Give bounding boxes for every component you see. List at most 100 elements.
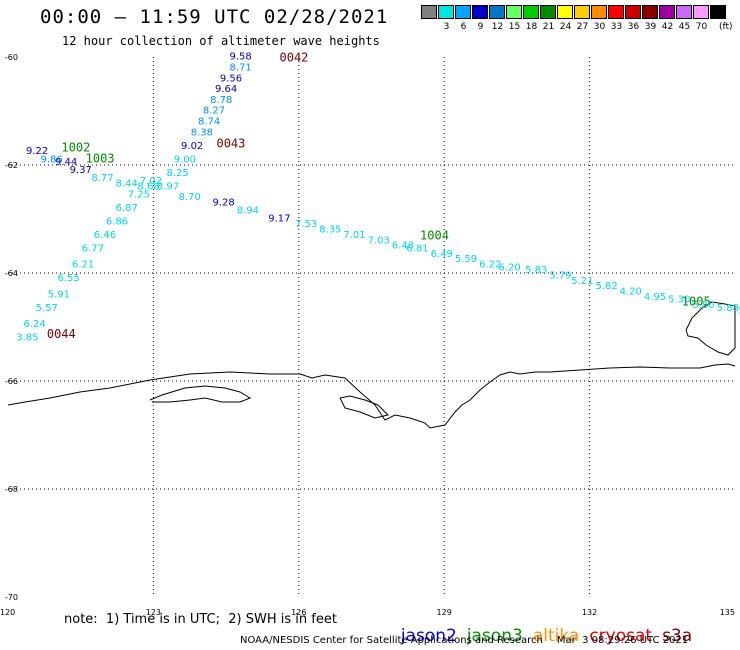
lon-tick-label: 132 — [582, 608, 597, 617]
wave-height-value: 8.94 — [237, 206, 259, 217]
scale-label: 33 — [610, 22, 623, 32]
map-grid — [8, 57, 735, 597]
chart-title: 00:00 – 11:59 UTC 02/28/2021 — [40, 6, 389, 28]
legend-jason2: jason2 — [400, 626, 457, 646]
wave-height-value: 6.20 — [498, 262, 520, 273]
pass-time-label: 0042 — [280, 50, 309, 64]
wave-height-value: 6.46 — [94, 230, 116, 241]
wave-height-value: 6.77 — [82, 243, 104, 254]
wave-height-value: 5.79 — [549, 270, 571, 281]
scale-swatch — [659, 5, 675, 19]
lon-tick-label: 120 — [0, 608, 15, 617]
legend-s3a: s3a — [662, 626, 693, 646]
scale-swatch — [472, 5, 488, 19]
wave-height-value: 6.86 — [106, 216, 128, 227]
wave-height-value: 7.25 — [128, 189, 150, 200]
wave-height-value: 5.30 — [668, 295, 690, 306]
wave-height-value: 8.44 — [116, 179, 138, 190]
lon-tick-label: 123 — [146, 608, 161, 617]
wave-height-value: 5.82 — [595, 281, 617, 292]
legend-cryosat: cryosat — [589, 626, 653, 646]
altimeter-tracks: 9.588.719.569.648.788.278.748.38 9.02 9.00… — [16, 50, 740, 343]
wave-height-value: 5.57 — [36, 303, 58, 314]
wave-height-value: 8.68 — [137, 181, 159, 192]
wave-height-value: 8.71 — [230, 63, 252, 74]
wave-height-value: 8.38 — [191, 127, 213, 138]
wave-height-value: 6.81 — [406, 243, 428, 254]
wave-height-value: 7.02 — [140, 176, 162, 187]
scale-label: 12 — [491, 22, 504, 32]
wave-height-value: 6.24 — [24, 319, 46, 330]
legend-jason3: jason3 — [466, 626, 523, 646]
wave-height-value: 4.95 — [644, 292, 666, 303]
wave-height-value: 5.88 — [717, 303, 739, 314]
wave-height-value: 9.28 — [213, 198, 235, 209]
scale-swatch — [591, 5, 607, 19]
wave-height-value: 9.44 — [55, 157, 77, 168]
scale-swatch — [625, 5, 641, 19]
scale-label: 70 — [695, 22, 708, 32]
chart-subtitle: 12 hour collection of altimeter wave hei… — [62, 34, 380, 48]
lon-tick-label: 126 — [291, 608, 306, 617]
lat-tick-label: -62 — [5, 161, 18, 170]
pass-time-label: 1002 — [61, 141, 90, 155]
scale-swatch — [642, 5, 658, 19]
scale-swatch — [693, 5, 709, 19]
wave-height-value: 6.48 — [392, 241, 414, 252]
scale-label: 39 — [644, 22, 657, 32]
scale-swatch — [608, 5, 624, 19]
wave-height-value: 4.20 — [620, 287, 642, 298]
lat-tick-label: -60 — [5, 53, 18, 62]
lat-tick-label: -66 — [5, 377, 18, 386]
wave-height-value: 8.77 — [91, 173, 113, 184]
coastline-glacier-tongue — [149, 385, 252, 403]
lat-tick-label: -64 — [5, 269, 18, 278]
scale-swatch — [506, 5, 522, 19]
wave-height-value: 6.87 — [116, 203, 138, 214]
wave-height-value: 5.59 — [455, 254, 477, 265]
scale-label: 21 — [542, 22, 555, 32]
wave-height-value: 8.35 — [319, 225, 341, 236]
scale-swatch — [710, 5, 726, 19]
wave-height-value: 7.03 — [368, 235, 390, 246]
scale-label: 9 — [477, 22, 484, 32]
scale-label: 24 — [559, 22, 572, 32]
wave-height-value: 9.22 — [26, 146, 48, 157]
scale-swatch — [574, 5, 590, 19]
scale-label: 3 — [443, 22, 450, 32]
coastline-main — [7, 363, 736, 429]
wave-height-value: 9.58 — [230, 52, 252, 63]
wave-height-value: 9.37 — [70, 165, 92, 176]
wave-height-value: 8.78 — [210, 95, 232, 106]
wave-height-value: 7.01 — [343, 230, 365, 241]
scale-label: 45 — [678, 22, 691, 32]
wave-height-value: 5.21 — [571, 276, 593, 287]
wave-height-value: 8.74 — [198, 117, 220, 128]
pass-time-label: 1004 — [420, 229, 449, 243]
pass-time-label: 1005 — [682, 294, 711, 308]
scale-swatch — [523, 5, 539, 19]
pass-time-label: 0043 — [216, 137, 245, 151]
wave-height-value: 9.00 — [174, 154, 196, 165]
wave-height-value: 6.21 — [72, 260, 94, 271]
scale-swatch — [489, 5, 505, 19]
satellite-legend: jason2 jason3 altika cryosat s3a — [390, 606, 702, 646]
wave-height-value: 8.70 — [179, 192, 201, 203]
wave-height-value: 9.17 — [268, 214, 290, 225]
scale-label: 30 — [593, 22, 606, 32]
scale-label: 42 — [661, 22, 674, 32]
lon-tick-label: 135 — [720, 608, 735, 617]
wave-height-value: 6.22 — [479, 260, 501, 271]
scale-label: 27 — [576, 22, 589, 32]
scale-swatch — [676, 5, 692, 19]
scale-unit: (ft) — [719, 22, 733, 32]
lat-tick-label: -70 — [5, 593, 18, 602]
wave-height-value: 9.64 — [215, 84, 237, 95]
scale-swatch — [557, 5, 573, 19]
scale-label: 36 — [627, 22, 640, 32]
wave-height-value: 7.53 — [295, 219, 317, 230]
coastline-island — [685, 301, 736, 356]
scale-label: 15 — [508, 22, 521, 32]
axis-tick-labels: -60 -62 -64 -66 -68 -70 120 123 126 129 132 135 — [0, 53, 735, 617]
